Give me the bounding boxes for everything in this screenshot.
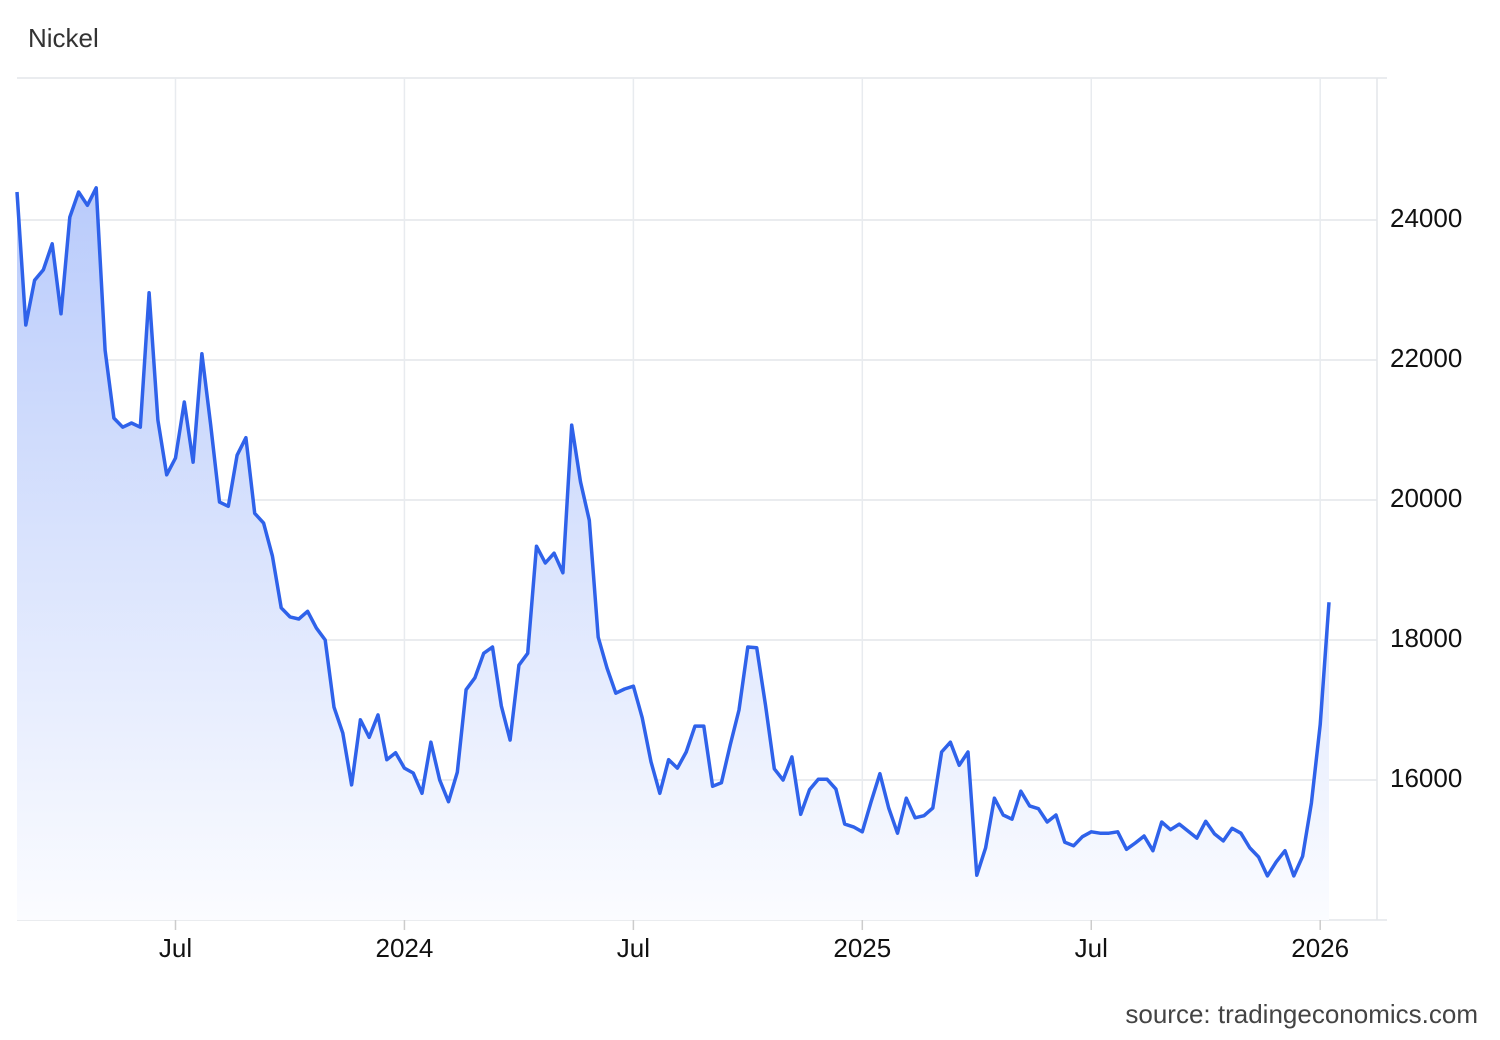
x-tick-label: Jul — [159, 933, 192, 963]
x-tick-label: Jul — [1075, 933, 1108, 963]
source: source: tradingeconomics.com — [1125, 999, 1478, 1029]
x-tick-label: Jul — [617, 933, 650, 963]
y-tick-label: 20000 — [1390, 483, 1462, 513]
y-tick-label: 24000 — [1390, 203, 1462, 233]
x-tick-label: 2024 — [376, 933, 434, 963]
x-tick-label: 2025 — [833, 933, 891, 963]
y-tick-label: 22000 — [1390, 343, 1462, 373]
y-tick-label: 16000 — [1390, 763, 1462, 793]
y-tick-label: 18000 — [1390, 623, 1462, 653]
x-tick-label: 2026 — [1291, 933, 1349, 963]
area-fill — [17, 187, 1329, 921]
price-line — [15, 186, 1331, 878]
chart-title: Nickel — [28, 23, 99, 53]
